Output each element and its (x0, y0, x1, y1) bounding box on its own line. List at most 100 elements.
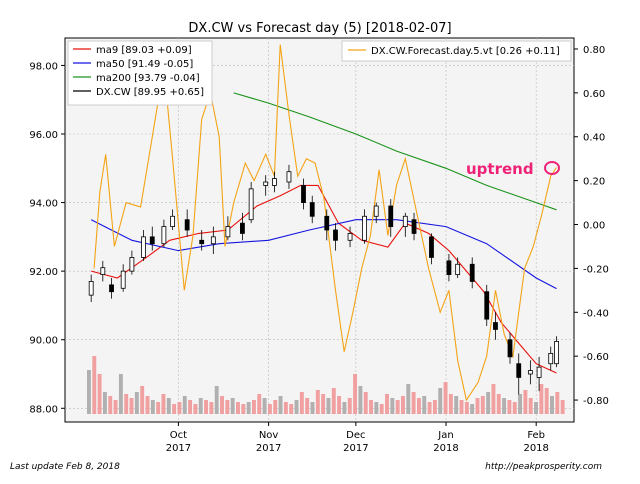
volume-bar (379, 404, 384, 414)
legend-label-ma50: ma50 [91.49 -0.05] (96, 59, 193, 70)
volume-bar (326, 398, 331, 414)
volume-bar (475, 398, 480, 414)
volume-bar (432, 400, 437, 414)
volume-bar (539, 384, 544, 414)
candle-body (516, 363, 522, 378)
volume-bar (342, 402, 347, 414)
volume-bar (113, 400, 118, 414)
volume-bar (491, 384, 496, 414)
candle-body (120, 270, 126, 289)
volume-bar (560, 400, 565, 414)
candle-body (263, 181, 269, 186)
legend-right-box (341, 40, 572, 62)
candle-body (402, 215, 408, 227)
candle-body (388, 205, 394, 227)
volume-bar (145, 396, 150, 414)
candle-body (446, 260, 452, 275)
candle-body (493, 322, 498, 330)
volume-bar (166, 398, 171, 414)
x-tick-year: 2017 (256, 443, 281, 454)
legend-label-ma200: ma200 [93.79 -0.04] (96, 73, 200, 84)
candle-body (455, 263, 461, 275)
candle-body (362, 215, 367, 241)
volume-bar (92, 356, 97, 414)
y-right-tick-label: 0.80 (583, 45, 605, 56)
volume-bar (464, 402, 469, 414)
volume-bar (438, 388, 443, 414)
volume-bar (321, 394, 326, 414)
candle-body (324, 215, 330, 231)
x-tick-month: Nov (259, 430, 279, 441)
volume-bar (134, 392, 139, 414)
volume-bar (150, 400, 155, 414)
volume-bar (102, 392, 107, 414)
volume-bar (246, 402, 251, 414)
candle-body (199, 239, 205, 245)
volume-bar (374, 402, 379, 414)
uptrend-marker (544, 161, 560, 175)
volume-bar (204, 400, 209, 414)
legend-left: ma9 [89.03 +0.09] ma50 [91.49 -0.05] ma200… (67, 40, 213, 106)
legend-label-candle: DX.CW [89.95 +0.65] (96, 87, 204, 98)
uptrend-annotation: uptrend (466, 160, 534, 178)
source-url-link[interactable]: http://peakprosperity.com (485, 462, 602, 472)
volume-bar (315, 390, 320, 414)
volume-bar (236, 402, 240, 414)
candle-body (536, 366, 542, 378)
volume-bars (87, 356, 565, 414)
candle-body (129, 257, 135, 272)
candle-body (240, 222, 245, 234)
volume-bar (347, 398, 352, 414)
volume-bar (416, 398, 421, 414)
volume-bar (289, 404, 294, 414)
y-left-tick-label: 88.00 (29, 404, 58, 415)
candle-body (429, 236, 434, 258)
candle-body (347, 233, 353, 241)
volume-bar (230, 398, 235, 414)
volume-bar (406, 384, 411, 414)
candle-body (161, 226, 167, 245)
candle-body (527, 370, 533, 375)
annotation: uptrend (466, 160, 560, 178)
volume-bar (518, 394, 523, 414)
candle-body (286, 171, 292, 183)
candle-body (554, 341, 559, 365)
volume-bar (294, 400, 299, 414)
volume-bar (390, 398, 395, 414)
volume-bar (448, 394, 453, 414)
volume-bar (278, 396, 283, 414)
volume-bar (118, 374, 123, 414)
volume-bar (161, 394, 166, 414)
volume-bar (544, 388, 549, 414)
candlesticks (88, 164, 559, 395)
y-right-tick-label: -0.40 (583, 308, 609, 319)
volume-bar (241, 404, 246, 414)
candle-body (248, 188, 254, 221)
volume-bar (124, 394, 129, 414)
series-line-ma50 (90, 219, 557, 290)
x-tick-year: 2017 (166, 443, 191, 454)
y-right-tick-label: -0.60 (583, 352, 609, 363)
volume-bar (299, 392, 304, 414)
x-tick-year: 2017 (343, 443, 368, 454)
volume-bar (550, 396, 554, 414)
y-left-tick-label: 90.00 (29, 336, 58, 347)
volume-bar (337, 396, 342, 414)
legend-left-box (67, 40, 213, 106)
candle-body (141, 236, 146, 258)
volume-bar (257, 394, 262, 414)
volume-bar (156, 402, 161, 414)
y-right-tick-label: 0.60 (583, 89, 605, 100)
candle-body (548, 353, 554, 365)
candle-body (411, 219, 417, 234)
candle-body (333, 229, 338, 241)
candle-body (210, 236, 216, 245)
volume-bar (523, 390, 528, 414)
volume-bar (273, 400, 278, 414)
volume-bar (369, 400, 373, 414)
candle-body (170, 215, 176, 227)
volume-bar (108, 396, 113, 414)
volume-bar (427, 402, 432, 414)
volume-bar (198, 398, 203, 414)
